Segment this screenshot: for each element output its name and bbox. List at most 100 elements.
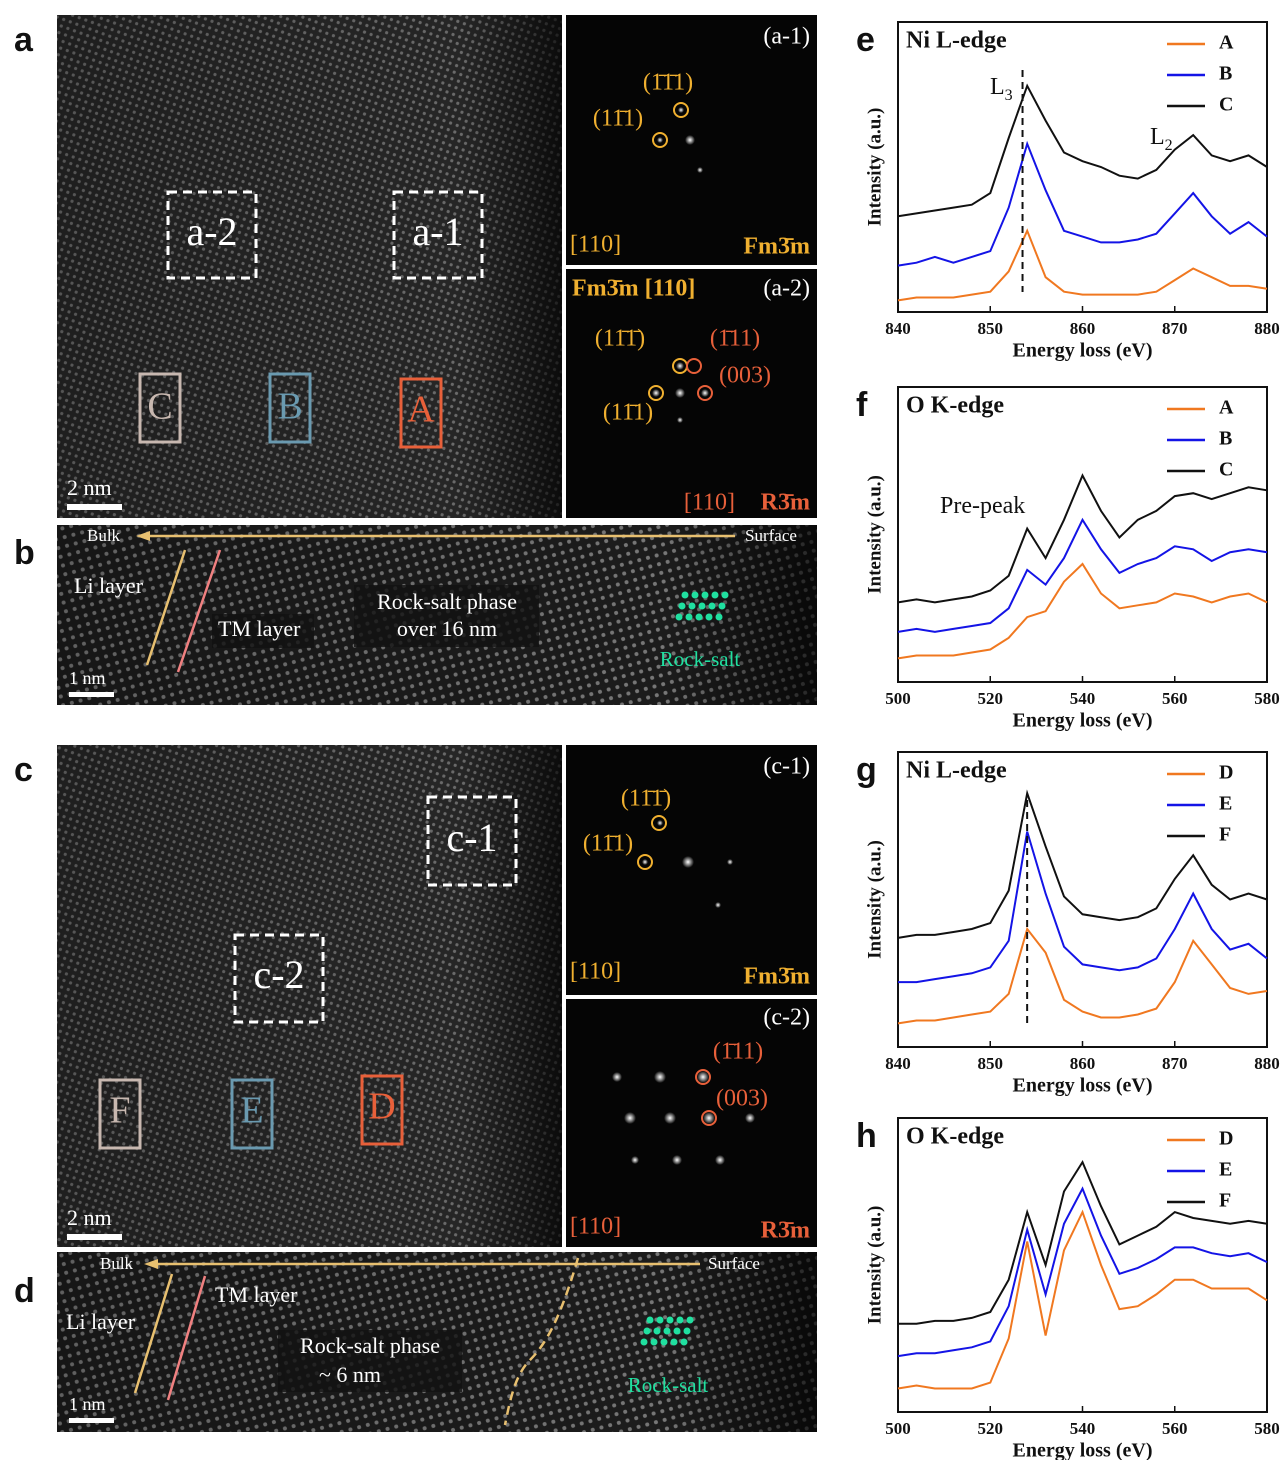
annotation: Pre-peak bbox=[940, 493, 1025, 519]
spectrum-line bbox=[897, 228, 1268, 302]
scale-label: 1 nm bbox=[69, 668, 106, 688]
legend-label: E bbox=[1219, 793, 1232, 815]
spot-label: (11̄1̄) bbox=[621, 786, 671, 812]
x-tick-label: 880 bbox=[1254, 1054, 1280, 1073]
spectrum-line bbox=[898, 831, 1268, 984]
annotation: L2 bbox=[1150, 124, 1173, 154]
x-tick-label: 840 bbox=[885, 319, 911, 338]
x-tick-label: 860 bbox=[1070, 1054, 1096, 1073]
legend-label: C bbox=[1219, 459, 1233, 481]
rocksalt-label: Rock-salt bbox=[660, 647, 741, 671]
panel-d: d Bulk Surface TM layer Li layer Rock-sa… bbox=[14, 1252, 817, 1432]
label-bg bbox=[212, 614, 314, 648]
label-bg bbox=[354, 585, 539, 647]
spectrum-line bbox=[897, 789, 1268, 939]
spot-circle bbox=[673, 102, 689, 118]
x-tick-label: 560 bbox=[1162, 1419, 1188, 1438]
inset-label: (a-2) bbox=[763, 276, 810, 302]
region-box bbox=[360, 1074, 404, 1146]
spot-label: (003) bbox=[719, 363, 771, 389]
x-tick-label: 520 bbox=[978, 689, 1004, 708]
inset-a2: (a-2) Fm3̄m [110] (11̄1̄) (1̄11) (003) (… bbox=[566, 269, 817, 518]
inset-c2: (c-2) (1̄11) (003) [110] R3̄m bbox=[566, 999, 817, 1247]
spectrum-line bbox=[897, 517, 1268, 633]
fft-spot bbox=[676, 362, 684, 370]
spot-circle bbox=[701, 1110, 717, 1126]
arrow bbox=[166, 1275, 207, 1401]
x-tick-label: 560 bbox=[1162, 689, 1188, 708]
spectrum-line bbox=[897, 473, 1268, 604]
chart-title: O K-edge bbox=[906, 393, 1004, 419]
region-label: E bbox=[240, 1090, 263, 1132]
spectrum-line bbox=[897, 140, 1268, 267]
scale-label: 1 nm bbox=[69, 1394, 106, 1414]
x-tick-label: 880 bbox=[1254, 319, 1280, 338]
panel-label: b bbox=[14, 534, 35, 572]
panel-a: a a-2 a-1 C B A 2 nm bbox=[14, 15, 562, 518]
phase-boundary bbox=[503, 1257, 580, 1426]
region-label: F bbox=[109, 1090, 130, 1132]
roi-label: a-2 bbox=[186, 209, 237, 254]
spot-circle bbox=[695, 1069, 711, 1085]
bulk-label: Bulk bbox=[100, 1254, 134, 1273]
annotation-text: L bbox=[1150, 124, 1165, 150]
region-box bbox=[230, 1078, 274, 1150]
legend-label: E bbox=[1219, 1159, 1232, 1181]
phase-extent: ~ 6 nm bbox=[319, 1362, 381, 1387]
spectrum-line bbox=[897, 562, 1268, 660]
zone-axis: [110] bbox=[684, 490, 735, 516]
plot-frame bbox=[897, 21, 1268, 313]
x-tick-label: 500 bbox=[885, 1419, 911, 1438]
legend-label: B bbox=[1219, 428, 1232, 450]
scale-label: 2 nm bbox=[67, 1205, 112, 1230]
x-tick-label: 500 bbox=[885, 689, 911, 708]
spectrum-line bbox=[897, 926, 1268, 1025]
inset-a1: (a-1) (1̄1̄1) (11̄1) [110] Fm3̄m bbox=[566, 15, 817, 265]
y-axis-label: Intensity (a.u.) bbox=[864, 1206, 885, 1325]
fft-spot bbox=[652, 389, 660, 397]
y-axis-label: Intensity (a.u.) bbox=[864, 475, 885, 594]
x-tick-label: 870 bbox=[1162, 1054, 1188, 1073]
fft-spot bbox=[642, 859, 648, 865]
x-tick-label: 860 bbox=[1070, 319, 1096, 338]
legend-label: F bbox=[1219, 1190, 1231, 1212]
spectrum-line bbox=[897, 83, 1268, 218]
panel-label: g bbox=[856, 751, 877, 789]
phase: R3̄m bbox=[761, 1218, 810, 1244]
region-box bbox=[138, 372, 182, 444]
chart-title: Ni L-edge bbox=[906, 758, 1007, 784]
spot-circle bbox=[652, 132, 668, 148]
spot-circle bbox=[686, 358, 702, 374]
arrowhead bbox=[136, 531, 150, 541]
region-box bbox=[268, 372, 312, 444]
legend-label: F bbox=[1219, 824, 1231, 846]
panel-label: a bbox=[14, 21, 34, 59]
fft-spot bbox=[697, 167, 703, 173]
spot-circle bbox=[648, 385, 664, 401]
panel-b: b Bulk Surface Li layer TM layer Rock-sa… bbox=[14, 525, 817, 705]
phase: R3̄m bbox=[761, 490, 810, 516]
roi-label: a-1 bbox=[412, 209, 463, 254]
inset-header: Fm3̄m [110] bbox=[572, 276, 695, 302]
roi-box bbox=[166, 190, 258, 280]
fft-image bbox=[566, 999, 817, 1247]
arrow bbox=[176, 549, 222, 673]
fft-spot bbox=[677, 417, 683, 423]
image-shade bbox=[57, 745, 562, 1247]
spot-label: (11̄1̄) bbox=[595, 326, 645, 352]
scale-bar bbox=[67, 1234, 122, 1240]
zone-axis: [110] bbox=[570, 1214, 621, 1240]
fft-spot bbox=[682, 856, 694, 868]
x-axis-label: Energy loss (eV) bbox=[1013, 1075, 1153, 1097]
spot-label: (1̄11) bbox=[713, 1039, 763, 1065]
spot-label: (11̄1) bbox=[593, 106, 643, 132]
rocksalt-icon bbox=[675, 591, 729, 621]
roi-box bbox=[233, 933, 325, 1024]
fft-spot bbox=[715, 902, 721, 908]
scale-bar bbox=[67, 504, 122, 510]
fft-spot bbox=[675, 388, 685, 398]
panel-c: c c-1 c-2 F E D 2 nm bbox=[14, 745, 562, 1247]
panel-label: h bbox=[856, 1117, 877, 1155]
region-label: D bbox=[368, 1086, 395, 1128]
